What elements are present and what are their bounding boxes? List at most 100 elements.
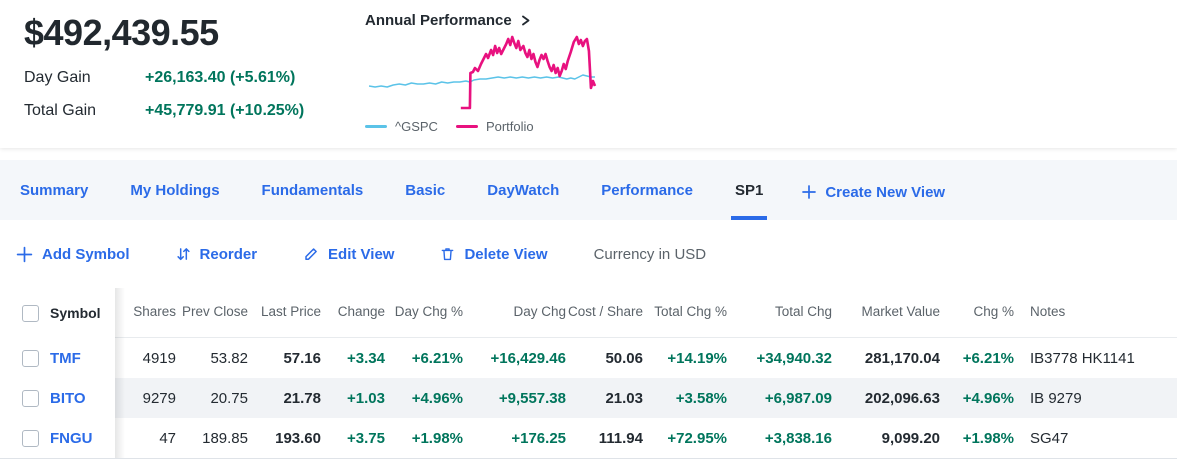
section-gap (0, 148, 1177, 160)
notes-cell[interactable]: IB3778 HK1141 (1030, 349, 1135, 367)
legend-item-portfolio: Portfolio (455, 119, 534, 134)
prev-close-cell: 53.82 (210, 349, 248, 367)
change-cell: +3.34 (347, 349, 385, 367)
total-chg-pct-cell: +3.58% (675, 389, 727, 407)
reorder-arrows-icon (176, 246, 191, 262)
col-header-notes[interactable]: Notes (1030, 304, 1066, 320)
create-new-view-button[interactable]: Create New View (801, 160, 945, 220)
row-checkbox[interactable] (22, 349, 39, 367)
annual-performance-link[interactable]: Annual Performance (365, 12, 615, 29)
ticker-link[interactable]: BITO (50, 389, 86, 407)
edit-view-button[interactable]: Edit View (303, 246, 394, 263)
table-header-row: Symbol Shares Prev Close Last Price Chan… (0, 288, 1177, 338)
last-price-cell: 21.78 (283, 389, 321, 407)
plus-icon (16, 246, 33, 263)
col-header-change[interactable]: Change (337, 304, 385, 320)
holdings-table: Symbol Shares Prev Close Last Price Chan… (0, 288, 1177, 459)
last-price-cell: 193.60 (275, 429, 321, 447)
gspc-swatch-icon (365, 124, 387, 129)
portfolio-swatch-icon (455, 124, 478, 129)
market-value-cell: 202,096.63 (864, 389, 940, 407)
col-header-day-chg-pct[interactable]: Day Chg % (394, 304, 463, 320)
table-row-fngu: FNGU 47 189.85 193.60 +3.75 +1.98% +176.… (0, 418, 1177, 458)
ticker-link[interactable]: FNGU (50, 429, 93, 447)
symbol-header-cell: Symbol (0, 288, 115, 338)
header-scroll-region: Shares Prev Close Last Price Change Day … (115, 288, 1177, 338)
annual-performance-chart: Annual Performance ^GSPC Portfolio (365, 10, 615, 148)
total-chg-cell: +6,987.09 (764, 389, 832, 407)
reorder-button[interactable]: Reorder (176, 245, 258, 263)
col-header-market-value[interactable]: Market Value (861, 304, 940, 320)
symbol-cell: TMF (0, 338, 115, 378)
cost-share-cell: 111.94 (598, 429, 643, 447)
notes-cell[interactable]: SG47 (1030, 429, 1069, 447)
total-chg-cell: +3,838.16 (764, 429, 832, 447)
col-header-last-price[interactable]: Last Price (260, 304, 321, 320)
chg-pct-cell: +4.96% (962, 389, 1014, 407)
total-chg-pct-cell: +72.95% (667, 429, 727, 447)
table-row-bito: BITO 9279 20.75 21.78 +1.03 +4.96% +9,55… (0, 378, 1177, 418)
col-header-total-chg-pct[interactable]: Total Chg % (654, 304, 727, 320)
select-all-checkbox[interactable] (22, 304, 39, 322)
col-header-chg-pct[interactable]: Chg % (973, 304, 1014, 320)
col-header-cost-share[interactable]: Cost / Share (567, 304, 643, 320)
day-chg-pct-cell: +6.21% (411, 349, 463, 367)
col-header-total-chg[interactable]: Total Chg (774, 304, 832, 320)
symbol-cell: BITO (0, 378, 115, 418)
tab-sp1[interactable]: SP1 (730, 160, 768, 220)
reorder-label: Reorder (199, 245, 258, 263)
col-header-day-chg[interactable]: Day Chg (513, 304, 566, 320)
total-gain-row: Total Gain +45,779.91 (+10.25%) (24, 102, 365, 120)
row-checkbox[interactable] (22, 429, 39, 447)
tab-my-holdings[interactable]: My Holdings (130, 181, 220, 199)
total-gain-value: +45,779.91 (+10.25%) (145, 102, 305, 119)
tab-fundamentals[interactable]: Fundamentals (261, 181, 364, 199)
view-tab-bar: Summary My Holdings Fundamentals Basic D… (0, 160, 1177, 220)
prev-close-cell: 20.75 (210, 389, 248, 407)
chg-pct-cell: +1.98% (962, 429, 1014, 447)
tab-basic[interactable]: Basic (405, 181, 446, 199)
change-cell: +3.75 (347, 429, 385, 447)
row-checkbox[interactable] (22, 389, 39, 407)
portfolio-line (460, 35, 597, 110)
day-chg-cell: +16,429.46 (490, 349, 567, 367)
col-header-shares[interactable]: Shares (133, 304, 176, 320)
add-symbol-label: Add Symbol (42, 245, 130, 263)
add-symbol-button[interactable]: Add Symbol (16, 246, 130, 263)
chg-pct-cell: +6.21% (962, 349, 1014, 367)
symbol-cell: FNGU (0, 418, 115, 458)
legend-portfolio-label: Portfolio (485, 119, 534, 134)
row-scroll-region: 9279 20.75 21.78 +1.03 +4.96% +9,557.38 … (115, 378, 1177, 418)
tab-performance[interactable]: Performance (601, 181, 693, 199)
legend-item-gspc: ^GSPC (365, 119, 438, 134)
currency-note: Currency in USD (593, 245, 707, 263)
row-scroll-region: 47 189.85 193.60 +3.75 +1.98% +176.25 11… (115, 418, 1177, 458)
portfolio-total-value: $492,439.55 (24, 12, 219, 53)
tab-daywatch[interactable]: DayWatch (487, 181, 560, 199)
delete-view-button[interactable]: Delete View (440, 246, 548, 263)
day-gain-value: +26,163.40 (+5.61%) (145, 69, 296, 86)
day-gain-label: Day Gain (24, 69, 91, 86)
day-chg-cell: +176.25 (511, 429, 566, 447)
last-price-cell: 57.16 (283, 349, 321, 367)
notes-cell[interactable]: IB 9279 (1030, 389, 1082, 407)
day-chg-pct-cell: +1.98% (411, 429, 463, 447)
row-scroll-region: 4919 53.82 57.16 +3.34 +6.21% +16,429.46… (115, 338, 1177, 378)
performance-sparkline (368, 35, 597, 110)
create-new-view-label: Create New View (825, 183, 946, 201)
ticker-link[interactable]: TMF (50, 349, 81, 367)
shares-cell: 4919 (142, 349, 176, 367)
total-gain-label: Total Gain (24, 102, 97, 119)
pencil-icon (303, 246, 319, 262)
tab-summary[interactable]: Summary (20, 181, 89, 199)
change-cell: +1.03 (347, 389, 385, 407)
edit-view-label: Edit View (328, 245, 395, 263)
chart-title: Annual Performance (365, 12, 512, 29)
day-chg-cell: +9,557.38 (498, 389, 566, 407)
cost-share-cell: 21.03 (605, 389, 643, 407)
portfolio-summary-left: $492,439.55 Day Gain +26,163.40 (+5.61%)… (24, 10, 365, 148)
table-toolbar: Add Symbol Reorder Edit View Delete View… (0, 220, 1177, 288)
trash-icon (440, 246, 455, 262)
market-value-cell: 9,099.20 (881, 429, 940, 447)
col-header-prev-close[interactable]: Prev Close (181, 304, 248, 320)
